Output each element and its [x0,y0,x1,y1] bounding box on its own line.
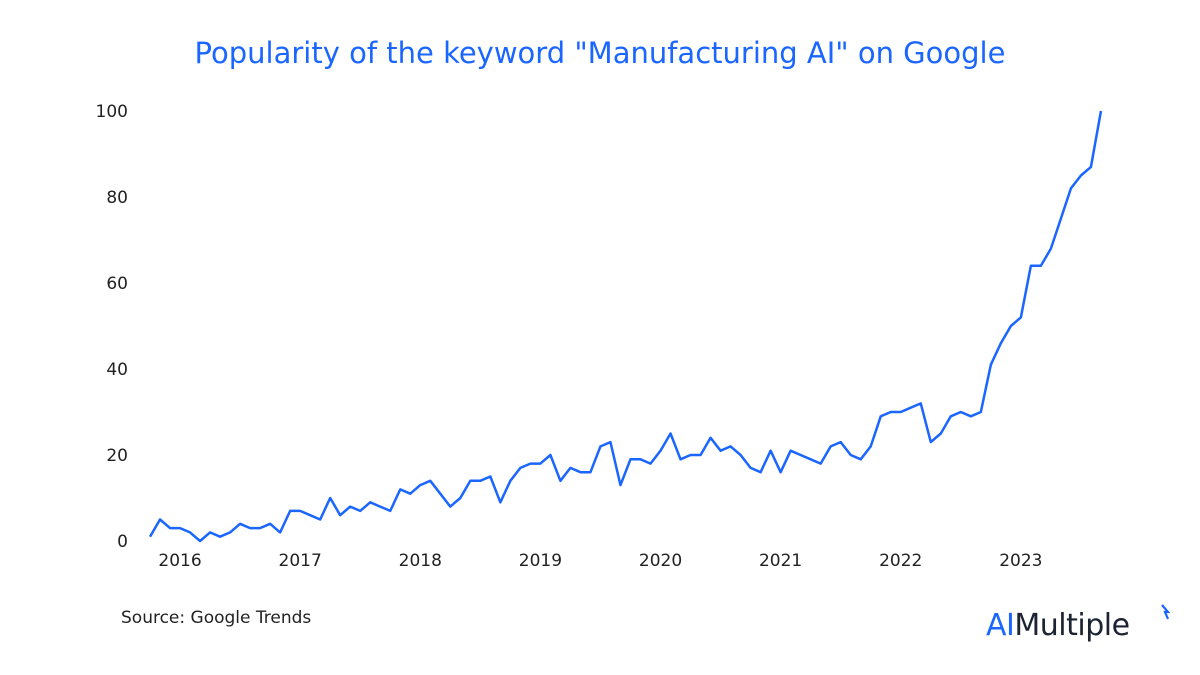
aimultiple-logo: AIMultiple [986,608,1130,643]
x-tick-label: 2021 [759,551,802,571]
x-tick-label: 2016 [158,551,201,571]
y-tick-label: 60 [106,274,128,294]
logo-spark-icon [1161,604,1171,620]
y-tick-label: 40 [106,360,128,380]
source-note: Source: Google Trends [121,608,312,628]
y-tick-label: 80 [106,188,128,208]
series-line [148,110,1103,543]
x-tick-label: 2018 [399,551,442,571]
x-tick-label: 2023 [999,551,1042,571]
chart-title: Popularity of the keyword "Manufacturing… [194,36,1006,70]
x-tick-label: 2020 [639,551,682,571]
x-tick-label: 2022 [879,551,922,571]
y-tick-label: 20 [106,446,128,466]
logo-multiple: Multiple [1014,608,1130,643]
y-tick-label: 0 [117,532,128,552]
x-tick-label: 2017 [279,551,322,571]
x-tick-label: 2019 [519,551,562,571]
y-tick-label: 100 [96,102,128,122]
logo-ai: AI [986,608,1015,643]
